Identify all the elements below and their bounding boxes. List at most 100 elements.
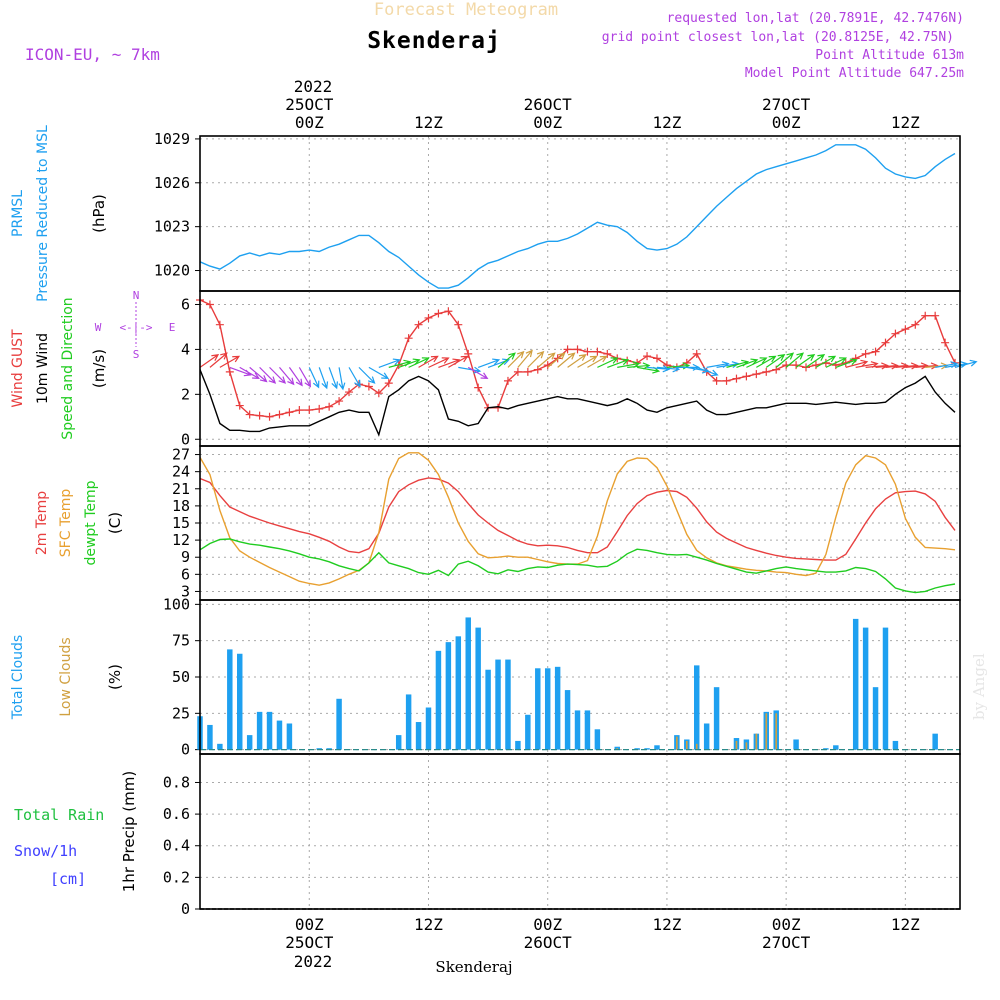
y-tick-label: 21	[172, 480, 190, 498]
gust-marker	[583, 347, 592, 356]
wind-arrow	[288, 367, 303, 387]
y-tick-label: 3	[181, 582, 190, 600]
y-tick-label: 0.4	[163, 837, 190, 855]
series-line-pressure	[199, 144, 956, 289]
gust-marker	[255, 411, 264, 420]
grid-point: grid point closest lon,lat (20.8125E, 42…	[602, 30, 954, 45]
cloud-bar	[465, 617, 471, 750]
gust-marker	[295, 406, 304, 415]
wind-arrow	[915, 362, 939, 370]
y-tick-label: 9	[181, 548, 190, 566]
wind-arrow	[358, 366, 376, 384]
gust-marker	[325, 402, 334, 411]
wind-arrow	[308, 367, 320, 389]
wind-arrow	[845, 359, 869, 368]
cloud-bar	[316, 748, 322, 750]
bottom-hour-label: 00Z	[295, 915, 324, 934]
wind-arrow	[775, 352, 795, 368]
cloud-bar	[207, 724, 213, 750]
gust-marker	[275, 410, 284, 419]
model-altitude: Model Point Altitude 647.25m	[745, 66, 964, 81]
low-cloud-bar	[616, 748, 619, 750]
wind-arrow	[348, 367, 361, 388]
y-tick-label: 0.6	[163, 805, 190, 823]
wind-arrow	[458, 366, 482, 374]
cloud-bar	[276, 720, 283, 750]
cloud-bar	[415, 722, 422, 750]
y-tick-label: 50	[172, 668, 190, 686]
wind-arrow	[219, 355, 241, 368]
gust-marker	[345, 388, 354, 397]
y-tick-label: 75	[172, 632, 190, 650]
panel-precip: 0 0.2 0.4 0.6 0.8 Total Rain Snow/1h [cm] 1hr Pr…	[14, 753, 961, 918]
cloud-bar	[535, 668, 541, 750]
gust-marker	[245, 410, 254, 419]
cloud-bar	[823, 748, 829, 750]
gust-marker	[454, 320, 463, 329]
top-hour-label: 12Z	[414, 113, 443, 132]
gust-marker	[414, 320, 423, 329]
wind-arrow	[607, 358, 630, 368]
panel-clouds: 0 25 50 75 100 Total Clouds Low Clouds (%)	[10, 595, 961, 759]
wind-arrow	[805, 353, 826, 368]
gust-marker	[891, 329, 900, 338]
credit-label: by Angel	[970, 653, 988, 720]
cloud-bar	[505, 659, 511, 750]
gust-marker	[722, 376, 731, 385]
bottom-date-label: 25OCT	[285, 933, 334, 952]
panel-frame	[199, 290, 961, 447]
y-axis-label: dewpt Temp	[83, 480, 99, 565]
y-axis-label: 10m Wind	[35, 333, 51, 404]
y-axis-unit: (%)	[106, 664, 124, 690]
cloud-bar	[515, 740, 521, 750]
wind-arrow	[577, 355, 598, 368]
cloud-bar	[654, 745, 660, 750]
wind-arrow	[408, 357, 430, 368]
y-tick-label: 1029	[154, 130, 190, 148]
y-axis-label: Pressure Reduced to MSL	[35, 125, 51, 302]
y-axis-label: Wind GUST	[10, 329, 26, 408]
y-tick-label: 6	[181, 565, 190, 583]
gust-marker	[732, 374, 741, 383]
series-line-wind	[199, 369, 956, 437]
wind-arrow	[318, 367, 329, 390]
wind-arrow	[835, 358, 858, 368]
gust-marker	[474, 383, 483, 392]
wind-arrow	[647, 365, 671, 373]
gust-marker	[603, 349, 612, 358]
wind-arrow	[537, 352, 556, 368]
wind-arrow	[517, 349, 533, 368]
forecast-title: Forecast Meteogram	[374, 0, 558, 20]
y-tick-label: 4	[181, 340, 190, 358]
wind-arrow	[756, 355, 777, 368]
y-tick-label: 12	[172, 531, 190, 549]
gust-marker	[424, 313, 433, 322]
panel-wind: 0 2 4 6 Wind GUST 10m Wind Speed and Direction…	[10, 290, 978, 448]
cloud-bar	[594, 729, 601, 750]
cloud-bar	[892, 740, 899, 750]
point-altitude: Point Altitude 613m	[815, 48, 964, 63]
y-tick-label: 1023	[154, 218, 190, 236]
gust-marker	[742, 372, 751, 381]
wind-arrow	[507, 350, 525, 368]
wind-arrow	[378, 358, 401, 368]
y-tick-label: 1026	[154, 174, 190, 192]
y-axis-label: [cm]	[50, 870, 86, 888]
y-axis-unit: (C)	[106, 512, 124, 534]
y-axis-label: PRMSL	[10, 190, 26, 237]
wind-arrow	[249, 366, 268, 383]
gust-marker	[374, 389, 383, 398]
cloud-bar	[237, 653, 243, 750]
wind-arrow	[567, 353, 587, 368]
gust-marker	[861, 349, 870, 358]
cloud-bar	[574, 710, 581, 750]
gust-marker	[643, 352, 652, 361]
y-tick-label: 0	[181, 430, 190, 448]
bottom-hour-label: 12Z	[891, 915, 920, 934]
bottom-date-label: 27OCT	[762, 933, 811, 952]
low-cloud-bar	[695, 743, 698, 750]
gust-marker	[652, 354, 661, 363]
low-cloud-bar	[775, 713, 778, 750]
top-hour-label: 00Z	[295, 113, 324, 132]
cloud-bar	[525, 714, 531, 750]
